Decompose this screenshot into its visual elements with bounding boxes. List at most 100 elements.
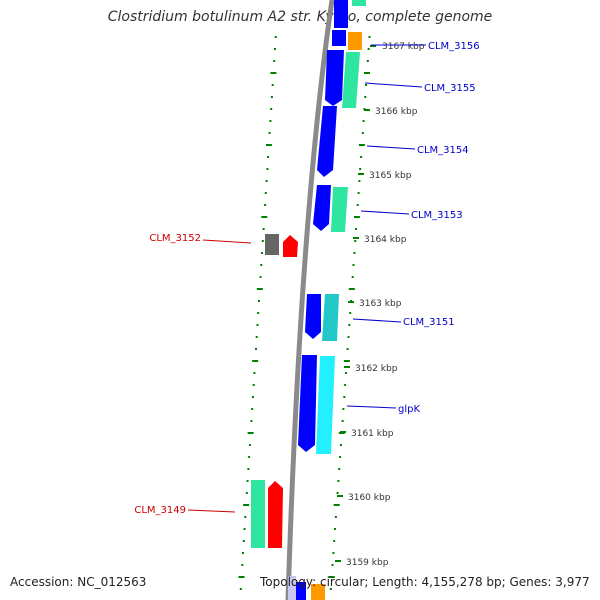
gene-block-clm-3154[interactable] (317, 106, 337, 177)
track-dot (255, 348, 257, 350)
gene-label-clm-3155[interactable]: CLM_3155 (424, 83, 476, 94)
track-dot (261, 252, 263, 254)
track-dot (337, 480, 340, 482)
track-dot (354, 240, 357, 242)
feature-block[interactable] (322, 294, 339, 341)
track-dot (248, 444, 251, 446)
track-dot (271, 84, 274, 86)
track-dot (364, 72, 370, 74)
gene-label-clm-3153[interactable]: CLM_3153 (411, 210, 463, 221)
feature-block[interactable] (348, 32, 362, 50)
track-dot (346, 348, 349, 350)
gene-block-clm-3149[interactable] (268, 481, 283, 548)
gene-block[interactable] (332, 30, 346, 46)
genome-backbone (285, 0, 335, 600)
track-dot (265, 180, 268, 182)
track-dot (338, 468, 341, 470)
track-dot (258, 300, 260, 302)
gene-block-clm-3151[interactable] (305, 294, 321, 339)
feature-block[interactable] (311, 584, 325, 600)
gene-block[interactable] (334, 0, 348, 28)
gene-label-clm-3152[interactable]: CLM_3152 (149, 233, 201, 244)
track-dot (238, 576, 245, 578)
leader-line (352, 318, 402, 323)
track-dot (246, 480, 249, 482)
feature-block-gray[interactable] (265, 234, 279, 255)
track-dot (242, 540, 245, 542)
feature-block[interactable] (331, 187, 348, 232)
track-dot (265, 144, 272, 146)
track-dot (348, 324, 351, 326)
track-dot (359, 168, 362, 170)
track-dot (247, 468, 250, 470)
leader-line (202, 239, 252, 244)
track-dot (266, 168, 269, 170)
tick-label: 3159 kbp (346, 558, 389, 568)
track-dot (339, 456, 342, 458)
track-dot (243, 504, 250, 506)
track-dot (328, 576, 335, 578)
track-dot (256, 288, 263, 290)
track-dot (360, 156, 363, 158)
track-dot (274, 48, 276, 50)
feature-block[interactable] (342, 52, 360, 108)
track-dot (261, 216, 268, 218)
gene-label-clm-3156[interactable]: CLM_3156 (428, 41, 480, 52)
track-dot (358, 144, 365, 146)
track-dot (260, 264, 263, 266)
track-dot (273, 60, 276, 62)
track-dot (270, 72, 277, 74)
gene-label-glpk[interactable]: glpK (398, 404, 420, 415)
track-dot (347, 336, 350, 338)
track-dot (255, 336, 258, 338)
track-dot (364, 96, 367, 98)
track-dot (262, 228, 265, 230)
track-dot (252, 360, 259, 362)
track-dot (245, 492, 248, 494)
track-dot (341, 420, 344, 422)
gene-block-clm-3153[interactable] (313, 185, 331, 231)
track-dot (239, 588, 242, 590)
track-dot (264, 192, 267, 194)
feature-blocks (251, 0, 366, 600)
map-title: Clostridium botulinum A2 str. Kyoto, com… (107, 9, 493, 25)
track-dot (252, 384, 255, 386)
leader-line (187, 509, 236, 513)
gene-label-clm-3154[interactable]: CLM_3154 (417, 145, 469, 156)
track-dot (336, 492, 339, 494)
gene-block-clm-3152[interactable] (283, 235, 298, 257)
track-dot (269, 120, 272, 122)
track-dot (353, 252, 356, 254)
gene-block-clm-3155[interactable] (325, 50, 344, 106)
track-dot (256, 324, 259, 326)
tick-label: 3165 kbp (369, 171, 412, 181)
feature-block[interactable] (316, 356, 335, 454)
topology-text: Topology: circular; Length: 4,155,278 bp… (260, 575, 590, 589)
track-dot (334, 516, 337, 518)
feature-block[interactable] (288, 576, 296, 600)
track-dot (344, 384, 347, 386)
track-dot (261, 240, 264, 242)
tick-label: 3161 kbp (351, 429, 394, 439)
track-dot (357, 192, 360, 194)
feature-block[interactable] (352, 0, 366, 6)
tick-label: 3164 kbp (364, 235, 407, 245)
track-dot (243, 528, 246, 530)
track-dot (367, 48, 370, 50)
track-dot (352, 264, 355, 266)
tick-label: 3163 kbp (359, 299, 402, 309)
track-dot (343, 360, 350, 362)
track-dot (257, 312, 260, 314)
track-dot (248, 456, 251, 458)
gene-label-clm-3149[interactable]: CLM_3149 (134, 505, 186, 516)
track-dot (241, 564, 244, 566)
gene-block-glpk[interactable] (298, 355, 317, 452)
track-dot (348, 288, 355, 290)
gene-label-clm-3151[interactable]: CLM_3151 (403, 317, 455, 328)
track-dot (250, 420, 253, 422)
track-dot (270, 108, 273, 110)
feature-block[interactable] (251, 480, 265, 548)
track-dot (331, 564, 334, 566)
track-dot (355, 228, 357, 230)
leader-line (346, 405, 397, 409)
